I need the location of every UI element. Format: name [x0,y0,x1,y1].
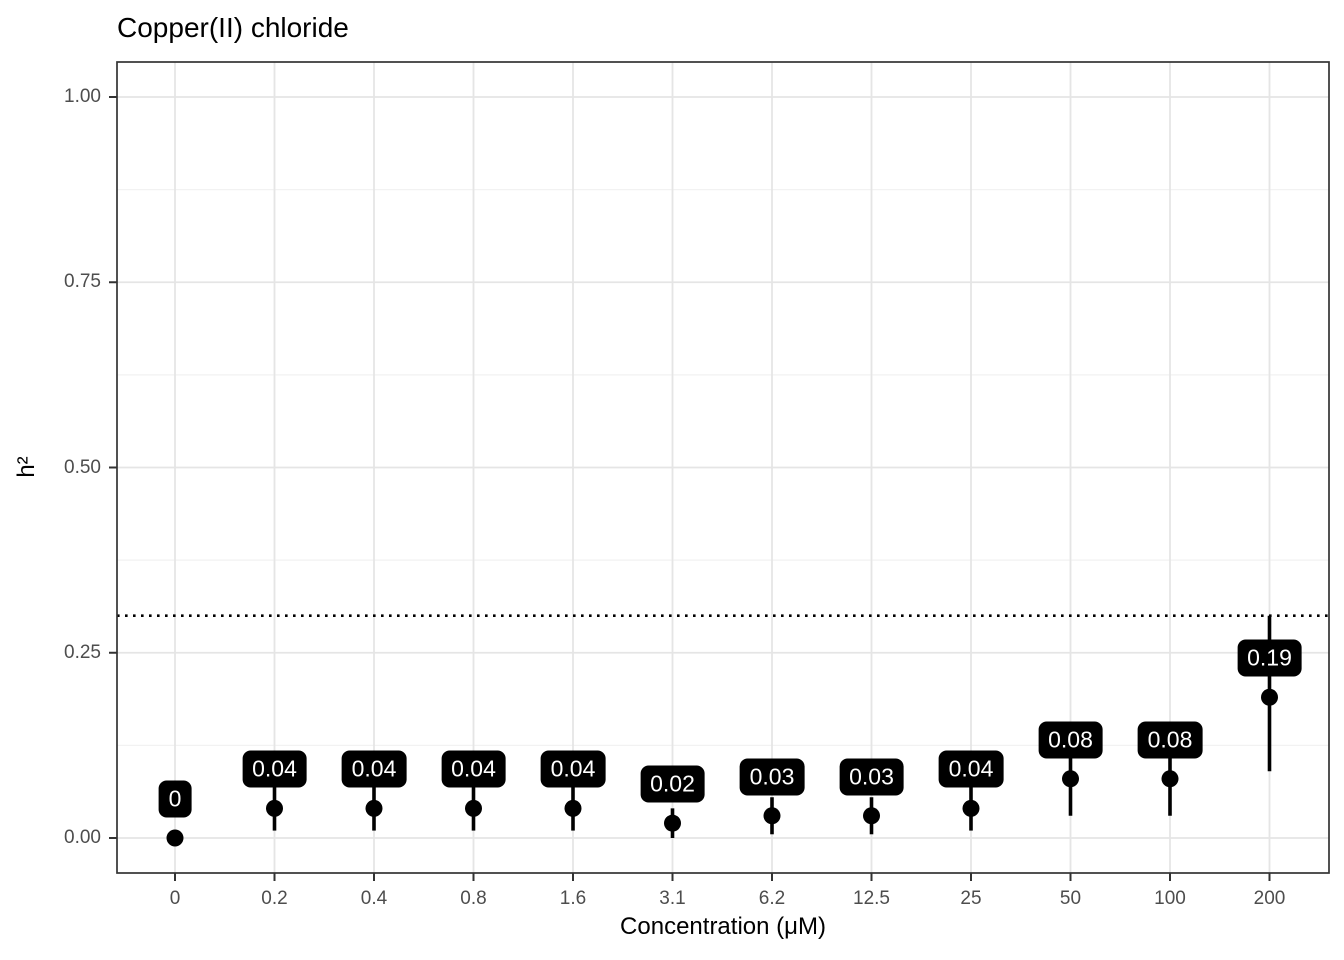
x-tick-label: 25 [960,888,982,909]
data-point [564,799,582,817]
value-label: 0.03 [839,758,904,796]
y-tick-label: 0.50 [64,456,101,478]
data-point [664,814,681,832]
value-label: 0.19 [1237,639,1302,677]
value-label: 0.08 [1137,721,1203,759]
data-point [465,799,482,817]
x-tick-label: 0.2 [261,888,288,909]
data-point [863,807,880,825]
value-label: 0.04 [242,750,307,788]
y-tick-label: 1.00 [64,86,101,107]
value-label: 0 [158,780,192,818]
x-tick-label: 3.1 [659,888,686,909]
data-point [266,799,283,817]
data-point [962,799,980,817]
value-label: 0.03 [739,758,805,796]
y-tick-label: 0.75 [64,271,101,293]
x-tick-label: 0 [169,888,181,909]
data-point [365,799,383,817]
data-point [1161,770,1179,788]
value-label: 0.04 [441,750,506,788]
x-tick-label: 1.6 [559,888,587,909]
x-tick-label: 50 [1059,888,1082,909]
x-tick-label: 0.4 [360,888,388,909]
data-point [1261,688,1278,706]
value-label: 0.04 [540,750,606,788]
x-tick-label: 100 [1154,888,1186,909]
x-tick-label: 0.8 [460,888,487,909]
value-label: 0.04 [341,750,407,788]
x-tick-label: 6.2 [758,888,786,909]
value-label: 0.02 [640,765,705,803]
y-tick-label: 0.00 [64,827,101,848]
x-tick-label: 200 [1253,888,1286,909]
data-point [763,807,781,825]
data-point [166,829,184,847]
y-tick-label: 0.25 [64,641,101,663]
x-axis-title: Concentration (μM) [620,913,826,940]
chart-title: Copper(II) chloride [117,12,349,43]
data-point [1062,770,1079,788]
x-tick-label: 12.5 [853,888,890,909]
value-label: 0.04 [938,750,1004,788]
value-label: 0.08 [1038,721,1103,759]
